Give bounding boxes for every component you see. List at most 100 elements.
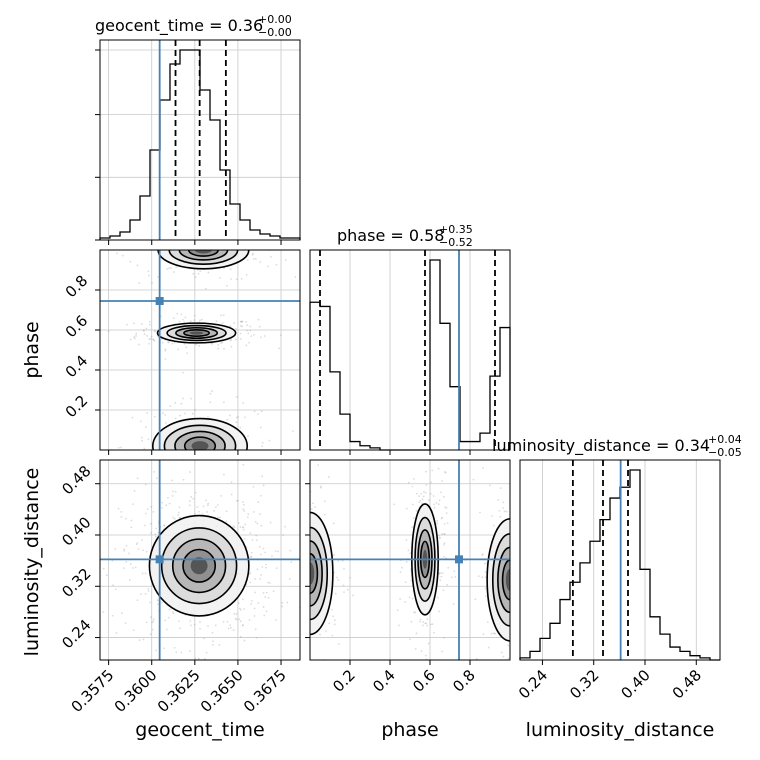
scatter-point — [262, 484, 265, 487]
scatter-point — [515, 620, 517, 622]
scatter-point — [196, 245, 198, 247]
scatter-point — [279, 625, 281, 627]
scatter-point — [253, 242, 255, 244]
scatter-point — [444, 506, 447, 509]
scatter-point — [218, 276, 221, 279]
density-peak — [195, 250, 212, 254]
scatter-point — [114, 548, 117, 550]
scatter-point — [166, 230, 168, 232]
scatter-point — [124, 622, 127, 625]
scatter-point — [281, 601, 284, 604]
scatter-point — [124, 517, 127, 520]
scatter-point — [294, 529, 296, 531]
scatter-point — [245, 321, 248, 323]
scatter-point — [273, 555, 275, 557]
x-tick-label-geocent_time-luminosity_distance: 0.3575 — [68, 666, 118, 716]
scatter-point — [152, 338, 155, 341]
scatter-point — [275, 618, 277, 621]
scatter-point — [303, 573, 305, 575]
scatter-point — [230, 493, 233, 496]
scatter-point — [320, 485, 322, 488]
scatter-point — [179, 414, 181, 417]
scatter-point — [255, 534, 258, 537]
scatter-point — [202, 227, 204, 229]
scatter-point — [235, 395, 238, 398]
scatter-point — [220, 494, 222, 497]
scatter-point — [117, 446, 120, 449]
scatter-point — [263, 335, 266, 337]
scatter-point — [281, 605, 283, 608]
scatter-point — [113, 248, 115, 250]
panel-frame — [99, 39, 301, 241]
scatter-point — [184, 245, 186, 247]
scatter-point — [257, 501, 260, 503]
scatter-point — [262, 592, 265, 594]
scatter-point — [111, 614, 114, 617]
scatter-point — [233, 322, 236, 325]
scatter-point — [419, 446, 421, 448]
scatter-point — [215, 320, 218, 323]
title-phase: phase = 0.58 — [337, 226, 444, 245]
scatter-point — [319, 486, 322, 489]
scatter-point — [277, 550, 279, 553]
scatter-point — [177, 514, 180, 516]
scatter-point — [230, 278, 232, 280]
scatter-point — [256, 480, 258, 482]
scatter-point — [246, 329, 248, 332]
scatter-point — [259, 426, 262, 429]
scatter-point — [441, 516, 444, 519]
scatter-point — [494, 632, 496, 635]
y-tick-label-geocent_time-luminosity_distance: 0.32 — [58, 565, 94, 601]
scatter-point — [412, 517, 415, 520]
scatter-point — [239, 607, 241, 610]
scatter-point — [193, 623, 196, 626]
scatter-point — [250, 603, 253, 605]
scatter-point — [305, 601, 307, 603]
x-tick-label-luminosity_distance: 0.40 — [617, 666, 653, 702]
scatter-point — [282, 642, 284, 644]
scatter-point — [202, 242, 204, 244]
scatter-point — [438, 610, 440, 613]
scatter-point — [163, 478, 165, 480]
panel-frame — [99, 459, 301, 661]
scatter-point — [206, 511, 209, 513]
panel-content — [273, 446, 523, 677]
scatter-point — [226, 620, 229, 623]
scatter-point — [161, 601, 163, 604]
x-tick-label-geocent_time-luminosity_distance: 0.3600 — [111, 666, 161, 716]
scatter-point — [267, 581, 269, 584]
scatter-point — [153, 330, 156, 332]
scatter-point — [427, 499, 430, 502]
scatter-point — [235, 278, 238, 281]
scatter-point — [300, 630, 302, 632]
scatter-point — [187, 229, 189, 231]
scatter-point — [218, 667, 220, 669]
scatter-point — [254, 591, 256, 594]
scatter-point — [201, 471, 203, 473]
scatter-point — [248, 619, 251, 621]
scatter-point — [243, 457, 245, 459]
scatter-point — [140, 593, 142, 596]
scatter-point — [288, 578, 291, 580]
scatter-point — [256, 413, 259, 416]
scatter-point — [207, 271, 210, 274]
y-tick-label-geocent_time-phase: 0.4 — [62, 352, 92, 382]
scatter-point — [423, 490, 425, 493]
scatter-point — [214, 506, 217, 509]
scatter-point — [222, 232, 224, 234]
scatter-point — [304, 516, 306, 518]
scatter-point — [123, 549, 125, 552]
scatter-point — [149, 633, 152, 636]
scatter-point — [422, 621, 425, 623]
scatter-point — [521, 675, 523, 677]
scatter-point — [421, 502, 423, 505]
scatter-point — [249, 325, 252, 328]
scatter-point — [513, 600, 515, 602]
scatter-point — [216, 246, 218, 248]
scatter-point — [413, 611, 415, 614]
scatter-point — [144, 593, 147, 595]
scatter-point — [229, 339, 232, 342]
scatter-point — [212, 246, 214, 248]
scatter-point — [405, 507, 408, 510]
scatter-point — [141, 226, 143, 228]
